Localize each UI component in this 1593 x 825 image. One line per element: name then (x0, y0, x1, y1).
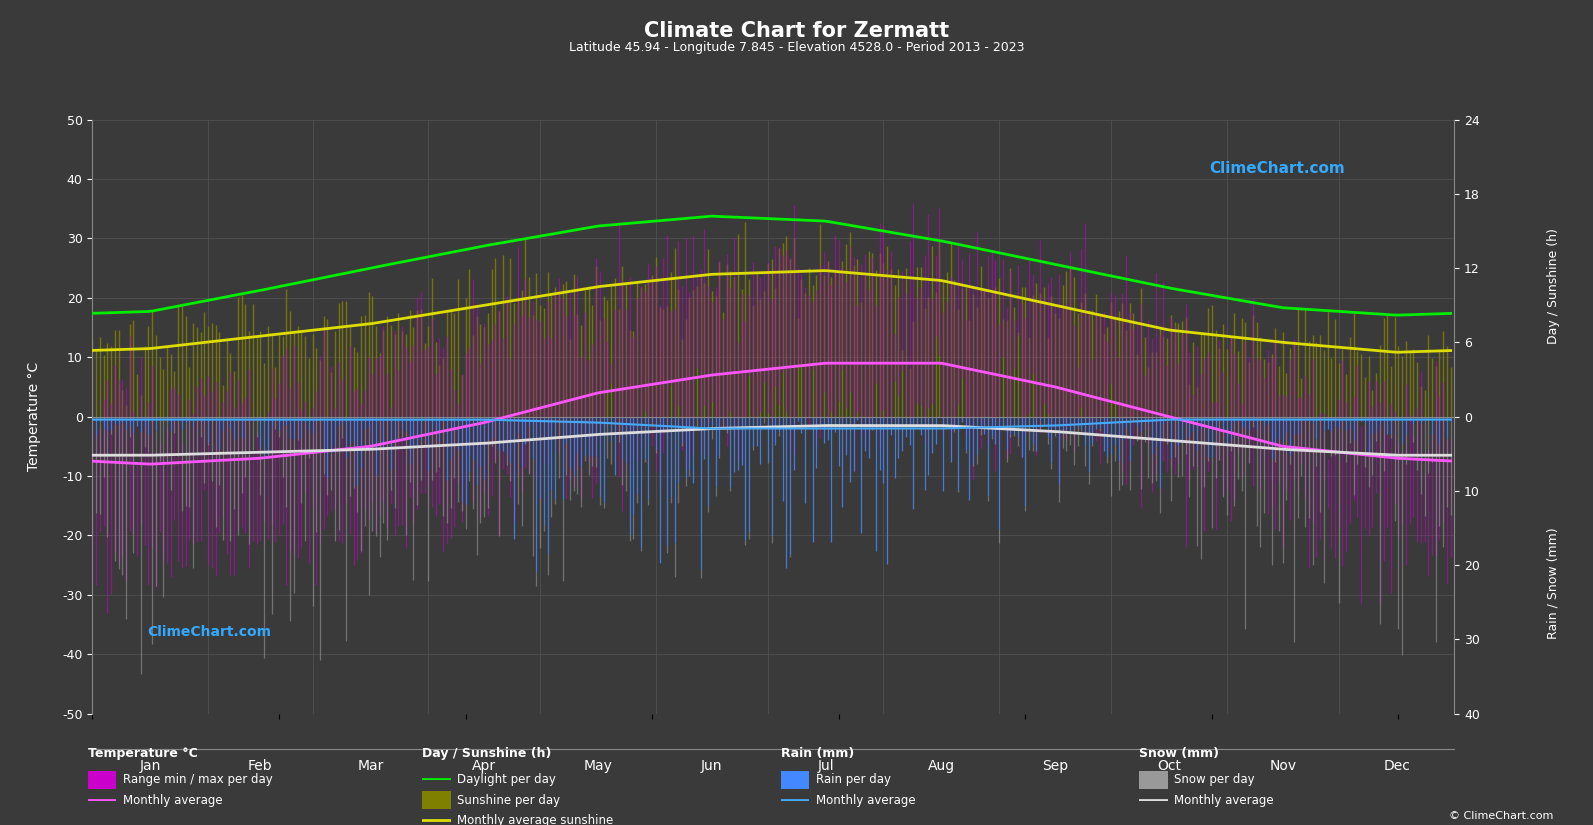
Text: ClimeChart.com: ClimeChart.com (147, 625, 271, 639)
Text: Rain (mm): Rain (mm) (781, 747, 854, 760)
Text: Daylight per day: Daylight per day (457, 773, 556, 786)
Y-axis label: Temperature °C: Temperature °C (27, 362, 41, 471)
Text: Climate Chart for Zermatt: Climate Chart for Zermatt (644, 21, 949, 40)
Text: Monthly average: Monthly average (123, 794, 223, 807)
Text: Latitude 45.94 - Longitude 7.845 - Elevation 4528.0 - Period 2013 - 2023: Latitude 45.94 - Longitude 7.845 - Eleva… (569, 41, 1024, 54)
Text: Monthly average: Monthly average (1174, 794, 1274, 807)
Text: Snow (mm): Snow (mm) (1139, 747, 1219, 760)
Text: Rain per day: Rain per day (816, 773, 890, 786)
Text: Monthly average sunshine: Monthly average sunshine (457, 814, 613, 825)
Text: Day / Sunshine (h): Day / Sunshine (h) (422, 747, 551, 760)
Text: Monthly average: Monthly average (816, 794, 916, 807)
Text: Range min / max per day: Range min / max per day (123, 773, 272, 786)
Text: Rain / Snow (mm): Rain / Snow (mm) (1547, 527, 1560, 639)
Text: Day / Sunshine (h): Day / Sunshine (h) (1547, 228, 1560, 344)
Text: Temperature °C: Temperature °C (88, 747, 198, 760)
Text: Sunshine per day: Sunshine per day (457, 794, 561, 807)
Text: Snow per day: Snow per day (1174, 773, 1255, 786)
Text: © ClimeChart.com: © ClimeChart.com (1448, 811, 1553, 821)
Text: ClimeChart.com: ClimeChart.com (1209, 161, 1344, 177)
